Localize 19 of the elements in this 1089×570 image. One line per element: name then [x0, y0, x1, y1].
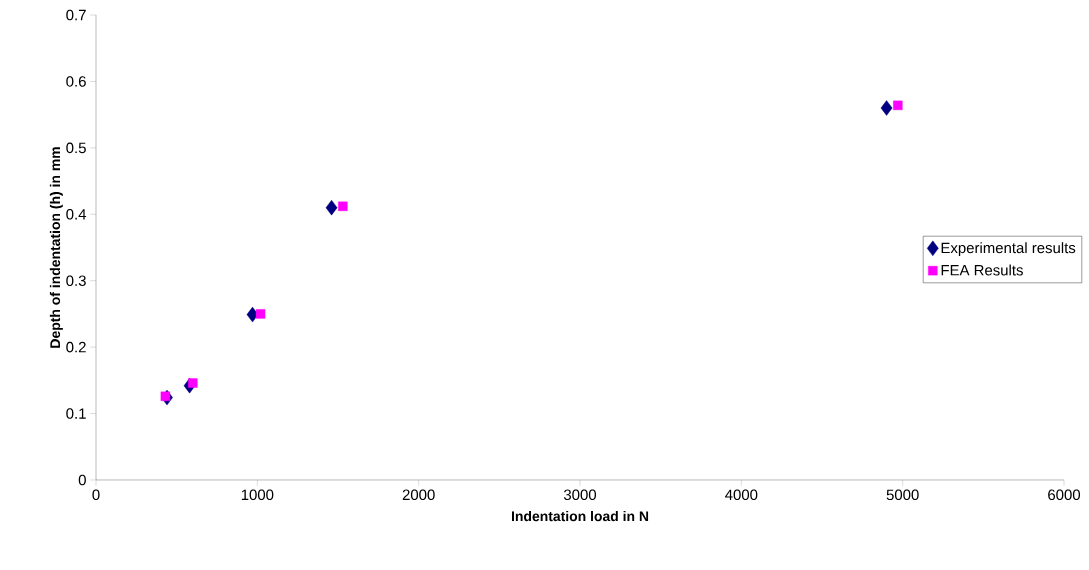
x-tick-label: 6000: [1048, 489, 1081, 501]
x-tick-label: 0: [92, 489, 100, 501]
x-tick-label: 1000: [241, 489, 274, 501]
y-tick-label: 0.7: [66, 9, 86, 21]
x-axis-title: Indentation load in N: [511, 510, 649, 522]
y-tick-label: 0.1: [66, 408, 86, 419]
y-tick-label: 0.3: [66, 275, 86, 286]
y-tick-label: 0.6: [66, 76, 86, 87]
x-tick-label: 5000: [886, 489, 919, 501]
y-tick-label: 0: [78, 474, 86, 486]
x-tick-label: 4000: [725, 489, 758, 501]
legend-label: FEA Results: [941, 264, 1023, 276]
y-tick-label: 0.4: [66, 208, 87, 220]
x-tick-label: 2000: [402, 489, 435, 501]
legend-label: Experimental results: [941, 242, 1076, 257]
y-axis-title: Depth of indentation (h) in mm: [49, 147, 63, 348]
x-tick-label: 3000: [563, 489, 597, 501]
y-tick-label: 0.5: [66, 142, 86, 154]
y-tick-label: 0.2: [66, 341, 86, 353]
